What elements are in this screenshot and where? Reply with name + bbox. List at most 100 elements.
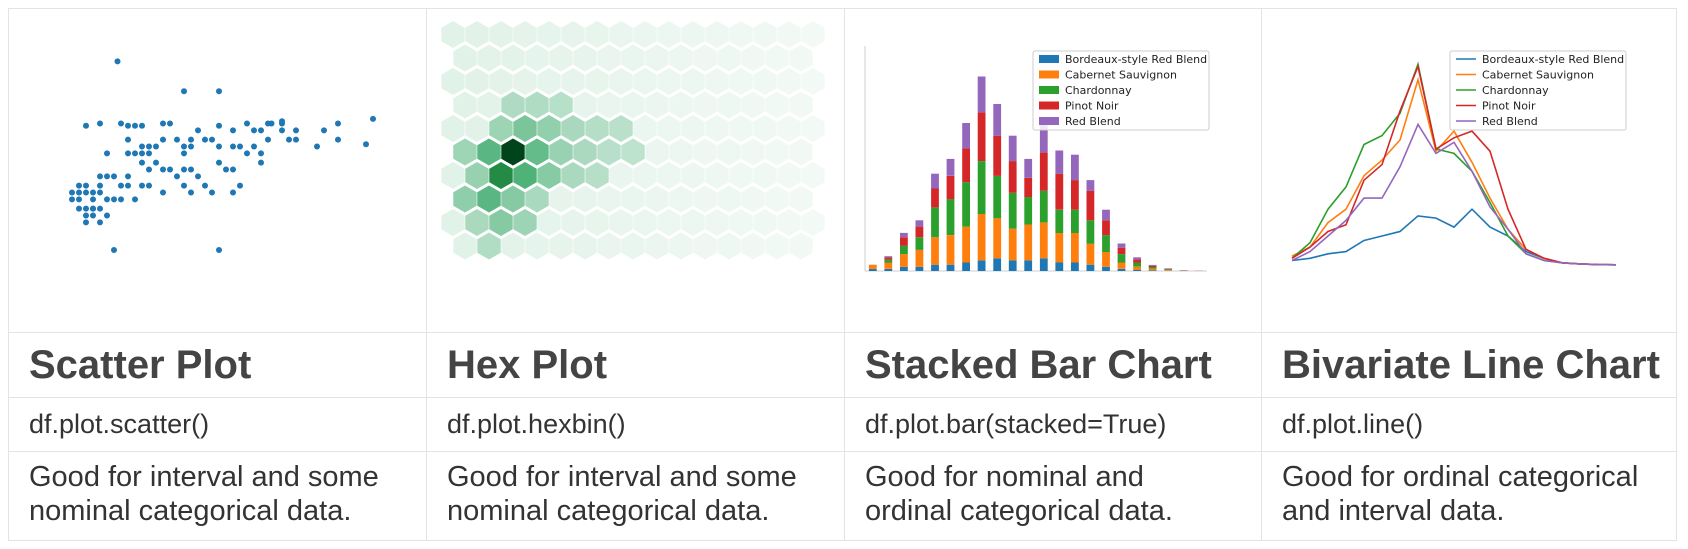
scatter-point	[230, 127, 236, 134]
hex-cell	[645, 91, 669, 119]
hex-cell	[549, 185, 573, 213]
hex-cell	[717, 185, 741, 213]
hex-cell	[573, 138, 597, 166]
bar-segment	[962, 182, 970, 227]
bar-segment	[977, 260, 986, 271]
bar-segment	[1055, 209, 1064, 233]
line-legend-label: Bordeaux-style Red Blend	[1482, 53, 1624, 66]
hex-cell	[681, 68, 705, 95]
scatter-point	[76, 182, 82, 189]
line-code: df.plot.line()	[1282, 409, 1424, 439]
hex-cell	[705, 68, 729, 95]
hex-bin	[525, 138, 549, 166]
hex-bin	[537, 162, 561, 189]
hex-cell	[669, 138, 693, 166]
bar-segment	[962, 148, 970, 183]
hex-bin	[489, 162, 513, 189]
scatter-point	[146, 143, 152, 150]
hex-cell	[453, 185, 477, 213]
hex-cell	[765, 44, 789, 72]
scatter-point	[97, 219, 103, 226]
scatter-point	[279, 118, 285, 125]
hex-cell	[777, 21, 801, 48]
bar-legend-box	[1032, 50, 1210, 131]
scatter-title-cell: Scatter Plot	[9, 333, 427, 398]
hex-cell	[777, 162, 801, 189]
bar-segment	[915, 266, 924, 271]
hex-bin	[525, 91, 549, 119]
scatter-point	[258, 150, 264, 157]
hex-cell	[801, 209, 825, 236]
hex-cell	[441, 209, 465, 236]
line-title: Bivariate Line Chart	[1282, 342, 1660, 387]
scatter-point	[104, 150, 110, 157]
bar-segment	[1164, 268, 1173, 270]
hex-plot-image	[427, 9, 845, 333]
hex-cell	[765, 138, 789, 166]
hex-cell	[513, 21, 537, 48]
hex-cell	[597, 185, 621, 213]
bivariate-line-chart-svg: Bordeaux-style Red Blend Cabernet Sauvign…	[1291, 50, 1627, 266]
bar-segment	[915, 226, 924, 238]
scatter-point	[335, 136, 341, 143]
bar-segment	[884, 268, 893, 271]
bar-segment	[884, 256, 893, 258]
scatter-point	[146, 182, 152, 189]
scatter-point	[244, 120, 250, 127]
hex-cell	[777, 209, 801, 236]
hex-cell	[453, 44, 477, 72]
hex-cell	[573, 44, 597, 72]
hex-cell	[801, 68, 825, 95]
scatter-point	[363, 141, 369, 148]
hex-cell	[585, 162, 609, 189]
bar-segment	[1117, 247, 1126, 254]
hex-cell	[561, 21, 585, 48]
scatter-point	[265, 136, 271, 143]
hex-cell	[705, 21, 729, 48]
bar-segment	[1024, 158, 1033, 178]
bar-segment	[1117, 243, 1126, 248]
bar-segment	[946, 175, 955, 200]
hex-cell	[537, 68, 561, 95]
scatter-point	[216, 143, 222, 150]
bar-legend-swatch	[1039, 101, 1059, 110]
bar-segment	[868, 264, 877, 269]
bar-segment	[1102, 209, 1110, 221]
hex-cell	[537, 115, 561, 142]
hex-cell	[753, 162, 777, 189]
scatter-point	[230, 143, 236, 150]
scatter-point	[202, 136, 208, 143]
scatter-point	[146, 166, 152, 173]
scatter-point	[370, 115, 376, 122]
bar-segment	[1164, 270, 1173, 271]
hex-bin	[465, 209, 489, 236]
scatter-point	[111, 196, 117, 203]
hex-cell	[489, 68, 513, 95]
scatter-point	[195, 127, 201, 134]
scatter-plot-image	[9, 9, 427, 333]
scatter-point	[181, 88, 187, 95]
scatter-point	[188, 143, 194, 150]
hex-cell	[717, 232, 741, 260]
scatter-point	[216, 159, 222, 166]
scatter-point	[83, 189, 89, 196]
bar-segment	[1024, 224, 1033, 261]
bar-segment	[1008, 260, 1017, 271]
bar-segment	[1055, 262, 1064, 271]
bar-segment	[1086, 243, 1095, 265]
hex-cell	[789, 138, 813, 166]
bar-segment	[1071, 232, 1079, 263]
hex-cell	[669, 232, 693, 260]
bar-segment	[1133, 259, 1141, 263]
bar-segment	[1039, 152, 1048, 191]
scatter-point	[237, 143, 243, 150]
hex-cell	[465, 162, 489, 189]
line-series	[1291, 122, 1617, 266]
bar-segment	[1102, 252, 1110, 267]
scatter-point	[125, 136, 131, 143]
scatter-point	[97, 182, 103, 189]
line-legend: Bordeaux-style Red Blend Cabernet Sauvign…	[1449, 50, 1627, 131]
hex-cell	[705, 209, 729, 236]
line-legend-label: Red Blend	[1482, 115, 1538, 128]
bar-desc-line2: ordinal categorical data.	[865, 495, 1173, 527]
